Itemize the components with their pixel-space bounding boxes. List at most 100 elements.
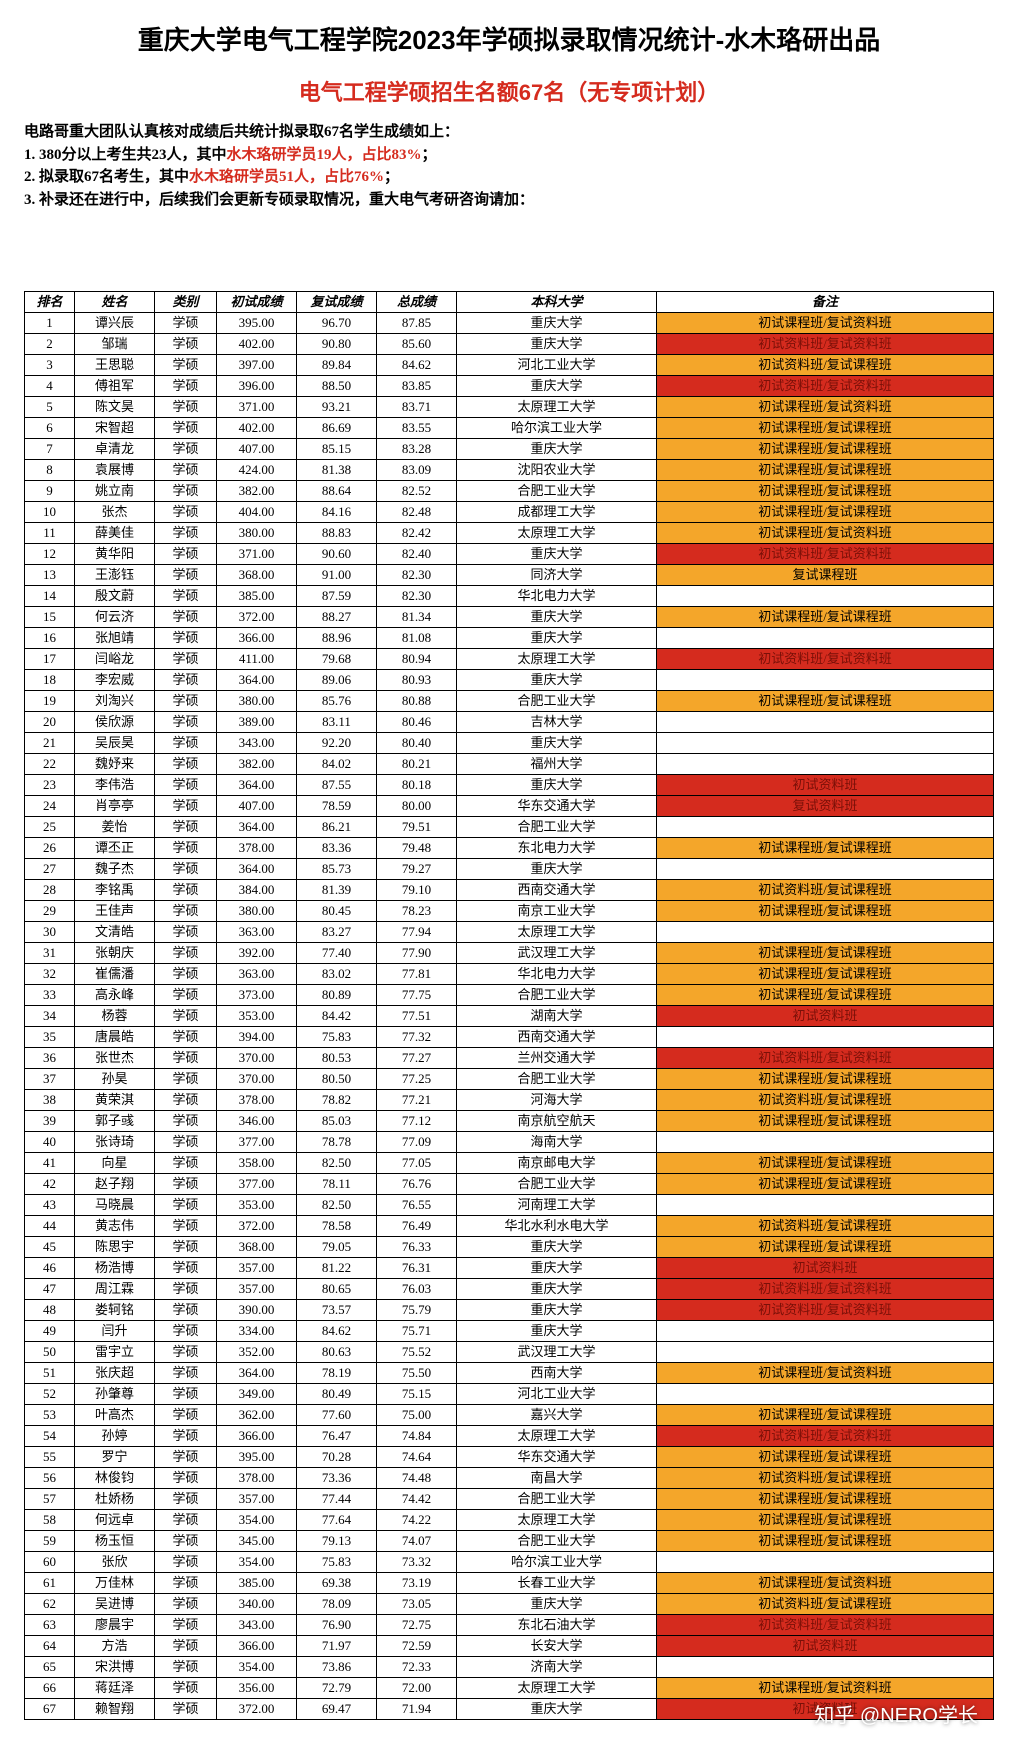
note-cell: 初试课程班/复试课程班 (657, 691, 994, 712)
table-row: 14殷文蔚学硕385.0087.5982.30华北电力大学 (25, 586, 994, 607)
table-row: 46杨浩博学硕357.0081.2276.31重庆大学初试资料班 (25, 1258, 994, 1279)
note-cell: 初试课程班/复试课程班 (657, 985, 994, 1006)
notes-intro: 电路哥重大团队认真核对成绩后共统计拟录取67名学生成绩如上： (24, 121, 994, 144)
table-row: 61万佳林学硕385.0069.3873.19长春工业大学初试课程班/复试资料班 (25, 1573, 994, 1594)
table-row: 8袁展博学硕424.0081.3883.09沈阳农业大学初试课程班/复试课程班 (25, 460, 994, 481)
note-cell (657, 1342, 994, 1363)
table-row: 5陈文昊学硕371.0093.2183.71太原理工大学初试课程班/复试资料班 (25, 397, 994, 418)
table-row: 65宋洪博学硕354.0073.8672.33济南大学 (25, 1657, 994, 1678)
table-row: 30文清皓学硕363.0083.2777.94太原理工大学 (25, 922, 994, 943)
note-cell (657, 1384, 994, 1405)
table-row: 47周江霖学硕357.0080.6576.03重庆大学初试资料班/复试资料班 (25, 1279, 994, 1300)
note-cell: 初试课程班/复试课程班 (657, 1111, 994, 1132)
table-row: 51张庆超学硕364.0078.1975.50西南大学初试课程班/复试资料班 (25, 1363, 994, 1384)
table-row: 28李铭禹学硕384.0081.3979.10西南交通大学初试资料班/复试课程班 (25, 880, 994, 901)
table-row: 6宋智超学硕402.0086.6983.55哈尔滨工业大学初试课程班/复试课程班 (25, 418, 994, 439)
note-cell: 初试资料班/复试课程班 (657, 1468, 994, 1489)
table-row: 63廖晨宇学硕343.0076.9072.75东北石油大学初试资料班/复试资料班 (25, 1615, 994, 1636)
table-row: 26谭丕正学硕378.0083.3679.48东北电力大学初试课程班/复试课程班 (25, 838, 994, 859)
note-cell (657, 1195, 994, 1216)
note-cell: 初试课程班/复试课程班 (657, 481, 994, 502)
table-row: 20侯欣源学硕389.0083.1180.46吉林大学 (25, 712, 994, 733)
table-row: 7卓清龙学硕407.0085.1583.28重庆大学初试课程班/复试课程班 (25, 439, 994, 460)
col-name: 姓名 (75, 292, 155, 313)
note-cell: 初试课程班/复试课程班 (657, 1489, 994, 1510)
note-cell: 初试课程班/复试课程班 (657, 964, 994, 985)
note-cell: 初试资料班/复试资料班 (657, 376, 994, 397)
note-cell: 初试课程班/复试课程班 (657, 1069, 994, 1090)
note-cell (657, 817, 994, 838)
table-row: 12黄华阳学硕371.0090.6082.40重庆大学初试资料班/复试资料班 (25, 544, 994, 565)
note-cell (657, 733, 994, 754)
note-cell (657, 1027, 994, 1048)
table-row: 43马晓晨学硕353.0082.5076.55河南理工大学 (25, 1195, 994, 1216)
table-row: 41向星学硕358.0082.5077.05南京邮电大学初试课程班/复试课程班 (25, 1153, 994, 1174)
note-cell: 初试课程班/复试资料班 (657, 523, 994, 544)
note-cell: 复试课程班 (657, 565, 994, 586)
note-cell: 初试课程班/复试课程班 (657, 943, 994, 964)
note-cell: 初试资料班/复试资料班 (657, 544, 994, 565)
notes-block: 电路哥重大团队认真核对成绩后共统计拟录取67名学生成绩如上： 1. 380分以上… (24, 121, 994, 211)
note-cell (657, 628, 994, 649)
table-row: 36张世杰学硕370.0080.5377.27兰州交通大学初试资料班/复试资料班 (25, 1048, 994, 1069)
table-row: 21吴辰昊学硕343.0092.2080.40重庆大学 (25, 733, 994, 754)
note-cell: 初试资料班/复试资料班 (657, 649, 994, 670)
note-cell: 初试课程班/复试课程班 (657, 439, 994, 460)
table-header-row: 排名 姓名 类别 初试成绩 复试成绩 总成绩 本科大学 备注 (25, 292, 994, 313)
table-row: 33高永峰学硕373.0080.8977.75合肥工业大学初试课程班/复试课程班 (25, 985, 994, 1006)
table-row: 2邹瑞学硕402.0090.8085.60重庆大学初试资料班/复试资料班 (25, 334, 994, 355)
table-row: 29王佳声学硕380.0080.4578.23南京工业大学初试课程班/复试课程班 (25, 901, 994, 922)
table-row: 67赖智翔学硕372.0069.4771.94重庆大学初试资料班 (25, 1699, 994, 1720)
table-row: 45陈思宇学硕368.0079.0576.33重庆大学初试课程班/复试课程班 (25, 1237, 994, 1258)
table-row: 9姚立南学硕382.0088.6482.52合肥工业大学初试课程班/复试课程班 (25, 481, 994, 502)
notes-line1: 1. 380分以上考生共23人，其中水木珞研学员19人，占比83%； (24, 144, 994, 167)
note-cell: 初试资料班/复试课程班 (657, 355, 994, 376)
note-cell: 初试资料班 (657, 1006, 994, 1027)
table-row: 11薛美佳学硕380.0088.8382.42太原理工大学初试课程班/复试资料班 (25, 523, 994, 544)
table-row: 24肖亭亭学硕407.0078.5980.00华东交通大学复试资料班 (25, 796, 994, 817)
table-row: 31张朝庆学硕392.0077.4077.90武汉理工大学初试课程班/复试课程班 (25, 943, 994, 964)
note-cell: 初试资料班/复试资料班 (657, 334, 994, 355)
note-cell: 初试资料班 (657, 1699, 994, 1720)
note-cell: 初试资料班/复试课程班 (657, 1090, 994, 1111)
results-table: 排名 姓名 类别 初试成绩 复试成绩 总成绩 本科大学 备注 1谭兴辰学硕395… (24, 291, 994, 1720)
note-cell (657, 1321, 994, 1342)
col-type: 类别 (155, 292, 217, 313)
table-row: 44黄志伟学硕372.0078.5876.49华北水利水电大学初试资料班/复试课… (25, 1216, 994, 1237)
table-row: 56林俊钧学硕378.0073.3674.48南昌大学初试资料班/复试课程班 (25, 1468, 994, 1489)
col-uni: 本科大学 (457, 292, 657, 313)
table-row: 34杨蓉学硕353.0084.4277.51湖南大学初试资料班 (25, 1006, 994, 1027)
note-cell: 初试资料班/复试资料班 (657, 1615, 994, 1636)
table-row: 66蒋廷泽学硕356.0072.7972.00太原理工大学初试课程班/复试资料班 (25, 1678, 994, 1699)
table-row: 52孙肇尊学硕349.0080.4975.15河北工业大学 (25, 1384, 994, 1405)
table-row: 35唐晨皓学硕394.0075.8377.32西南交通大学 (25, 1027, 994, 1048)
table-row: 55罗宁学硕395.0070.2874.64华东交通大学初试课程班/复试课程班 (25, 1447, 994, 1468)
notes-line2: 2. 拟录取67名考生，其中水木珞研学员51人，占比76%； (24, 166, 994, 189)
table-row: 58何远卓学硕354.0077.6474.22太原理工大学初试课程班/复试课程班 (25, 1510, 994, 1531)
note-cell: 初试课程班/复试课程班 (657, 901, 994, 922)
table-row: 22魏妤来学硕382.0084.0280.21福州大学 (25, 754, 994, 775)
note-cell: 复试资料班 (657, 796, 994, 817)
table-row: 1谭兴辰学硕395.0096.7087.85重庆大学初试课程班/复试资料班 (25, 313, 994, 334)
table-row: 57杜娇杨学硕357.0077.4474.42合肥工业大学初试课程班/复试课程班 (25, 1489, 994, 1510)
table-row: 23李伟浩学硕364.0087.5580.18重庆大学初试资料班 (25, 775, 994, 796)
note-cell: 初试课程班/复试课程班 (657, 1510, 994, 1531)
table-row: 27魏子杰学硕364.0085.7379.27重庆大学 (25, 859, 994, 880)
note-cell: 初试资料班 (657, 1636, 994, 1657)
note-cell: 初试资料班/复试资料班 (657, 1426, 994, 1447)
note-cell (657, 1657, 994, 1678)
table-row: 37孙昊学硕370.0080.5077.25合肥工业大学初试课程班/复试课程班 (25, 1069, 994, 1090)
table-row: 38黄荣淇学硕378.0078.8277.21河海大学初试资料班/复试课程班 (25, 1090, 994, 1111)
note-cell: 初试资料班/复试资料班 (657, 1300, 994, 1321)
note-cell: 初试课程班/复试课程班 (657, 1153, 994, 1174)
note-cell (657, 712, 994, 733)
col-rank: 排名 (25, 292, 75, 313)
note-cell: 初试资料班 (657, 775, 994, 796)
table-row: 50雷宇立学硕352.0080.6375.52武汉理工大学 (25, 1342, 994, 1363)
note-cell (657, 859, 994, 880)
table-row: 59杨玉恒学硕345.0079.1374.07合肥工业大学初试课程班/复试课程班 (25, 1531, 994, 1552)
note-cell (657, 1552, 994, 1573)
table-row: 16张旭靖学硕366.0088.9681.08重庆大学 (25, 628, 994, 649)
note-cell: 初试课程班/复试资料班 (657, 1678, 994, 1699)
note-cell: 初试课程班/复试课程班 (657, 502, 994, 523)
